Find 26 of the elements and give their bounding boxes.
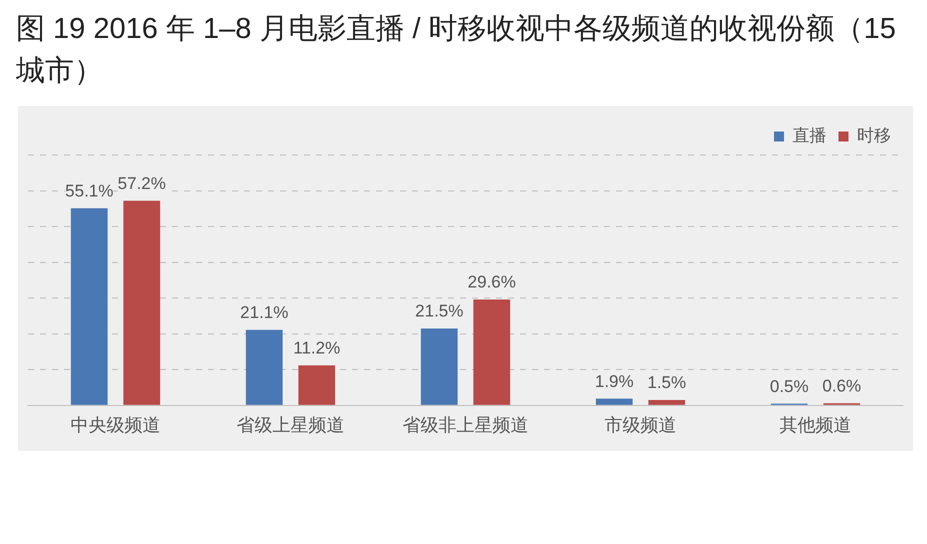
data-label: 55.1% [65,181,114,200]
bar [420,328,458,405]
x-tick-label: 省级非上星频道 [402,415,528,436]
data-label: 1.5% [647,373,686,392]
bar [246,330,283,405]
x-tick-label: 市级频道 [604,415,676,436]
data-label: 0.6% [822,376,862,396]
bar [473,300,510,405]
bar [70,208,108,405]
data-label: 1.9% [594,372,634,391]
data-label: 11.2% [293,338,340,358]
data-label: 29.6% [468,272,516,292]
x-tick-label: 中央级频道 [70,415,160,436]
data-label: 21.5% [415,302,464,321]
x-tick-label: 其他频道 [780,415,852,436]
bar [648,400,686,405]
data-label: 0.5% [770,376,809,396]
legend-label: 直播 [792,126,826,146]
bar [123,200,160,405]
bar [596,398,633,405]
data-label: 57.2% [118,174,166,193]
legend-label: 时移 [857,126,891,146]
chart-title: 图 19 2016 年 1–8 月电影直播 / 时移收视中各级频道的收视份额（15 城市） [16,12,897,89]
x-tick-label: 省级上星频道 [236,415,344,436]
data-label: 21.1% [240,303,288,322]
bar [298,365,336,405]
